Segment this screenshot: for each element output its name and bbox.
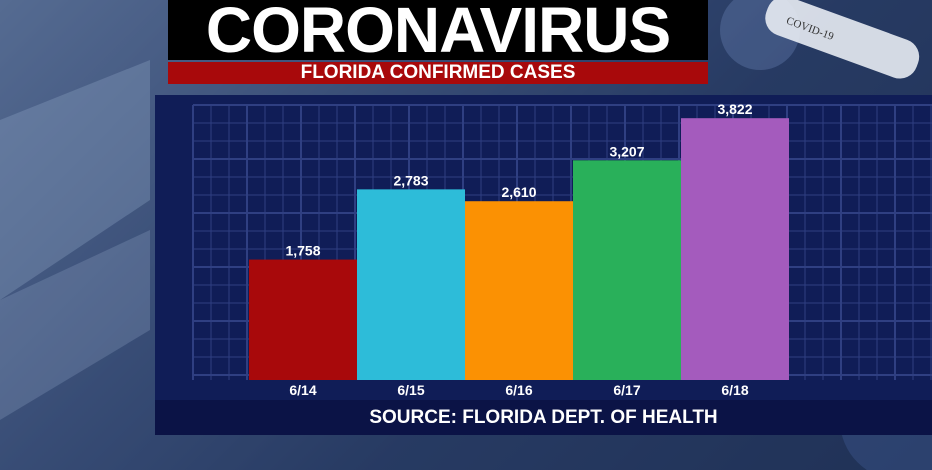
value-labels: 1,758 2,783 2,610 3,207 3,822 — [285, 101, 752, 258]
chart-panel: 1,758 2,783 2,610 3,207 3,822 6/14 6/15 6/16 6/… — [155, 95, 932, 435]
bars — [249, 118, 789, 381]
x-tick-label: 6/16 — [505, 382, 532, 398]
x-tick-label: 6/15 — [397, 382, 424, 398]
x-tick-label: 6/17 — [613, 382, 640, 398]
value-label: 3,822 — [717, 101, 752, 117]
x-axis-ticks: 6/14 6/15 6/16 6/17 6/18 — [289, 382, 748, 398]
source-caption: SOURCE: FLORIDA DEPT. OF HEALTH — [155, 400, 932, 435]
bar-6-14 — [249, 259, 357, 380]
value-label: 3,207 — [609, 143, 644, 159]
bar-6-18 — [681, 118, 789, 381]
value-label: 2,783 — [393, 172, 428, 188]
x-tick-label: 6/18 — [721, 382, 748, 398]
test-tube-icon: COVID-19 — [765, 0, 920, 79]
x-tick-label: 6/14 — [289, 382, 316, 398]
value-label: 1,758 — [285, 243, 320, 259]
chart-subtitle: FLORIDA CONFIRMED CASES — [168, 62, 708, 84]
bar-6-15 — [357, 189, 465, 380]
bar-6-17 — [573, 160, 681, 380]
page-title: CORONAVIRUS — [168, 0, 708, 62]
bar-6-16 — [465, 201, 573, 380]
value-label: 2,610 — [501, 184, 536, 200]
